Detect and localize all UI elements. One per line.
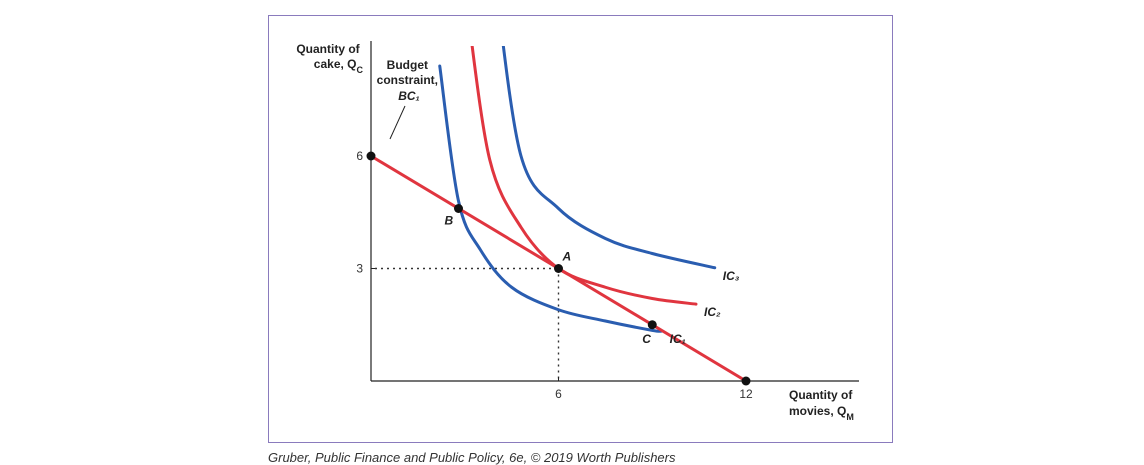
curve-labels-group: IC₁ IC₂ IC₃	[670, 269, 740, 346]
intercept-dot-2	[741, 376, 751, 386]
y-axis-label: Quantity of cake, QC	[296, 42, 363, 75]
y-tick-label-6: 6	[356, 149, 363, 163]
curve-label-ic-2: IC₂	[704, 305, 721, 319]
x-axis-label: Quantity of movies, QM	[789, 388, 856, 422]
curve-label-ic-3: IC₃	[723, 269, 740, 283]
indifference-curve-chart: Quantity of cake, QC Quantity of movies,…	[296, 41, 859, 422]
figure-frame: Quantity of cake, QC Quantity of movies,…	[268, 15, 893, 443]
y-tick-label-3: 3	[356, 262, 363, 276]
credit-line: Gruber, Public Finance and Public Policy…	[268, 450, 676, 465]
points-group: B A C	[366, 151, 751, 386]
budget-constraint-leader-line	[389, 105, 406, 140]
point-a-dot	[554, 264, 563, 273]
point-b-dot	[454, 204, 463, 213]
curve-label-ic-1: IC₁	[670, 332, 686, 346]
intercept-dot-1	[366, 151, 376, 161]
point-b-label: B	[445, 214, 454, 228]
point-a-label: A	[562, 250, 572, 264]
ticks-group: 6 12 3 6	[356, 149, 753, 401]
indifference-curve-2	[470, 46, 698, 306]
indifference-curve-1	[438, 64, 664, 333]
reference-lines	[375, 267, 560, 379]
budget-constraint-label: Budget constraint, BC₁	[377, 58, 442, 103]
indifference-curve-3	[501, 46, 717, 270]
x-tick-label-12: 12	[739, 387, 753, 401]
point-c-dot	[647, 320, 657, 330]
point-c-label: C	[642, 332, 651, 346]
x-tick-label-6: 6	[555, 387, 562, 401]
